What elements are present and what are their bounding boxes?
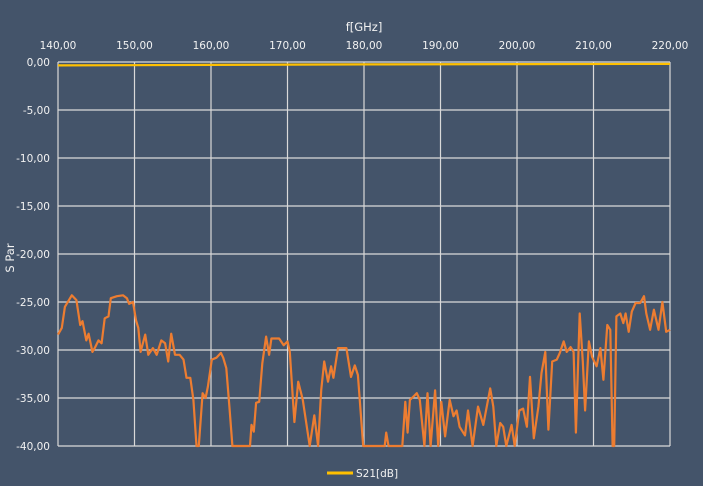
legend-label-s21: S21[dB] — [356, 468, 398, 480]
x-tick-labels: 140,00 150,00 160,00 170,00 180,00 190,00 200,… — [40, 40, 689, 52]
x-tick-label: 220,00 — [652, 40, 689, 52]
y-tick-label: -10,00 — [16, 153, 50, 165]
y-tick-label: -35,00 — [16, 393, 50, 405]
x-tick-label: 140,00 — [40, 40, 77, 52]
x-tick-label: 160,00 — [193, 40, 230, 52]
x-axis-title: f[GHz] — [346, 20, 383, 34]
series-line-s21 — [57, 62, 671, 67]
x-tick-label: 180,00 — [346, 40, 383, 52]
y-tick-label: -5,00 — [23, 105, 50, 117]
y-tick-label: -30,00 — [16, 345, 50, 357]
y-tick-labels: 0,00 -5,00 -10,00 -15,00 -20,00 -25,00 -30,00 -… — [16, 57, 50, 453]
y-tick-label: -20,00 — [16, 249, 50, 261]
y-tick-label: -15,00 — [16, 201, 50, 213]
x-tick-label: 200,00 — [499, 40, 536, 52]
x-tick-label: 150,00 — [116, 40, 153, 52]
x-tick-label: 210,00 — [575, 40, 612, 52]
series-line-orange — [57, 294, 671, 448]
y-axis-title: S Par — [3, 243, 17, 272]
series-lines — [57, 62, 671, 448]
y-tick-label: -40,00 — [16, 441, 50, 453]
y-tick-label: 0,00 — [27, 57, 50, 69]
legend: S21[dB] — [327, 468, 398, 480]
x-tick-label: 190,00 — [422, 40, 459, 52]
y-tick-label: -25,00 — [16, 297, 50, 309]
x-tick-label: 170,00 — [269, 40, 306, 52]
